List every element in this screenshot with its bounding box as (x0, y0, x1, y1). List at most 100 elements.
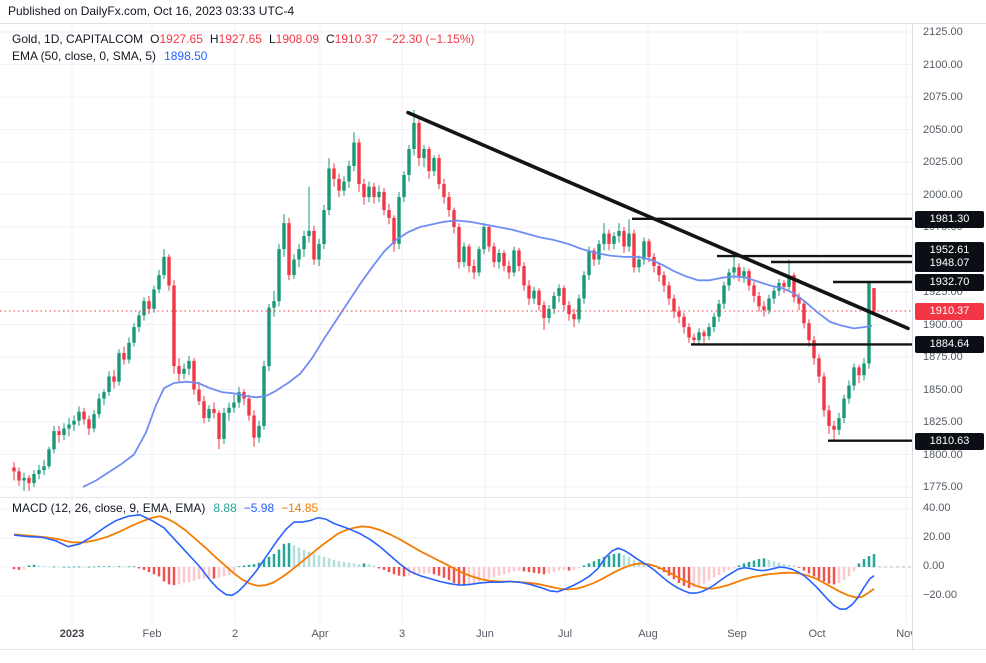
time-axis-label: Apr (311, 628, 329, 640)
candle (77, 411, 81, 421)
candle (827, 410, 831, 426)
candle (442, 184, 446, 198)
candle (427, 149, 431, 172)
time-axis-label: Jun (476, 628, 494, 640)
macd-histogram-bar (242, 565, 246, 567)
macd-histogram-bar (187, 567, 191, 583)
macd-histogram-bar (582, 565, 586, 567)
macd-histogram-bar (602, 556, 606, 567)
macd-legend[interactable]: MACD (12, 26, close, 9, EMA, EMA) 8.88 −5.… (12, 501, 318, 515)
macd-line[interactable] (13, 513, 875, 610)
macd-histogram-bar (87, 566, 91, 568)
price-axis-label: 2000.00 (923, 188, 963, 201)
macd-histogram-bar (322, 556, 326, 567)
macd-histogram-bar (632, 559, 636, 567)
candle (132, 327, 136, 343)
candle (422, 149, 426, 159)
main-price-pane[interactable] (0, 24, 912, 497)
candle (72, 420, 76, 425)
macd-histogram-bar (727, 567, 731, 570)
macd-histogram-bar (342, 561, 346, 567)
candle (557, 288, 561, 296)
ema-legend-row[interactable]: EMA (50, close, 0, SMA, 5) 1898.50 (12, 48, 475, 65)
ema50-line[interactable] (82, 219, 873, 488)
candle (97, 398, 101, 415)
macd-signal-line[interactable] (13, 515, 875, 599)
candle (507, 266, 511, 273)
candle (537, 290, 541, 305)
candle (42, 466, 46, 471)
macd-histogram-bar (217, 567, 221, 578)
candle (517, 250, 521, 266)
candle (567, 305, 571, 315)
macd-histogram-bar (167, 567, 171, 585)
macd-histogram-bar (737, 565, 741, 567)
macd-histogram-bar (857, 563, 861, 567)
macd-histogram-bar (312, 553, 316, 567)
time-axis-label: Oct (808, 628, 826, 640)
candle (812, 340, 816, 359)
low-label: L (268, 32, 276, 46)
candle (542, 305, 546, 318)
macd-histogram-bar (52, 566, 56, 568)
candle (342, 181, 346, 191)
descending-trendline[interactable] (406, 110, 910, 331)
candle (147, 301, 151, 309)
candle (477, 249, 481, 273)
candle (127, 342, 131, 360)
candle (872, 288, 876, 312)
price-axis-label: 1850.00 (923, 383, 963, 396)
macd-pane[interactable] (0, 497, 912, 623)
symbol-legend-row: Gold, 1D, CAPITALCOM O1927.65 H1927.65 L190… (12, 31, 475, 48)
candle (727, 272, 731, 286)
candle (857, 367, 861, 376)
macd-histogram-bar (542, 567, 546, 575)
macd-histogram-bar (182, 567, 186, 583)
macd-chart-canvas[interactable] (0, 498, 912, 622)
macd-histogram-bar (817, 567, 821, 580)
macd-histogram-bar (472, 567, 476, 583)
macd-histogram-bar (22, 567, 26, 570)
macd-histogram-bar (532, 567, 536, 573)
candle (172, 285, 176, 367)
candle (232, 402, 236, 408)
time-axis-label: Jul (557, 628, 573, 640)
candle (227, 407, 231, 413)
macd-histogram-bar (372, 565, 376, 567)
candle (102, 392, 106, 399)
time-scale[interactable]: 2023 Feb 2 Apr 3 Jun Jul Aug Sep Oct Nov (0, 622, 986, 650)
price-scale[interactable]: 2125.00 2100.00 2075.00 2050.00 2025.00 2000.… (912, 24, 986, 649)
candle (362, 184, 366, 198)
candle (502, 253, 506, 266)
macd-histogram-bar (377, 567, 381, 569)
candle (302, 236, 306, 250)
macd-histogram-bar (482, 567, 486, 581)
macd-histogram-bar (457, 567, 461, 586)
macd-histogram-bar (12, 567, 16, 570)
candle (692, 337, 696, 341)
macd-histogram-bar (567, 567, 571, 571)
macd-histogram-bar (757, 559, 761, 567)
macd-histogram-bar (67, 566, 71, 568)
macd-histogram-bar (487, 567, 491, 579)
macd-histogram-bar (827, 567, 831, 584)
candle (852, 367, 856, 386)
candle (732, 267, 736, 273)
symbol-legend[interactable]: Gold, 1D, CAPITALCOM O1927.65 H1927.65 L190… (12, 31, 475, 65)
price-axis-label: 1900.00 (923, 318, 963, 331)
candle (297, 249, 301, 260)
candle (702, 332, 706, 337)
macd-histogram-bar (807, 567, 811, 574)
candle (532, 290, 536, 299)
candle (697, 332, 701, 341)
candle (52, 431, 56, 450)
price-chart-canvas[interactable] (0, 24, 912, 497)
macd-histogram-bar (547, 567, 551, 574)
candle (307, 230, 311, 237)
macd-histogram-bar (617, 553, 621, 567)
time-axis-label: Aug (638, 628, 658, 640)
candle (482, 227, 486, 250)
price-axis-label: 2075.00 (923, 91, 963, 103)
candle (367, 186, 371, 198)
candle (237, 392, 241, 403)
